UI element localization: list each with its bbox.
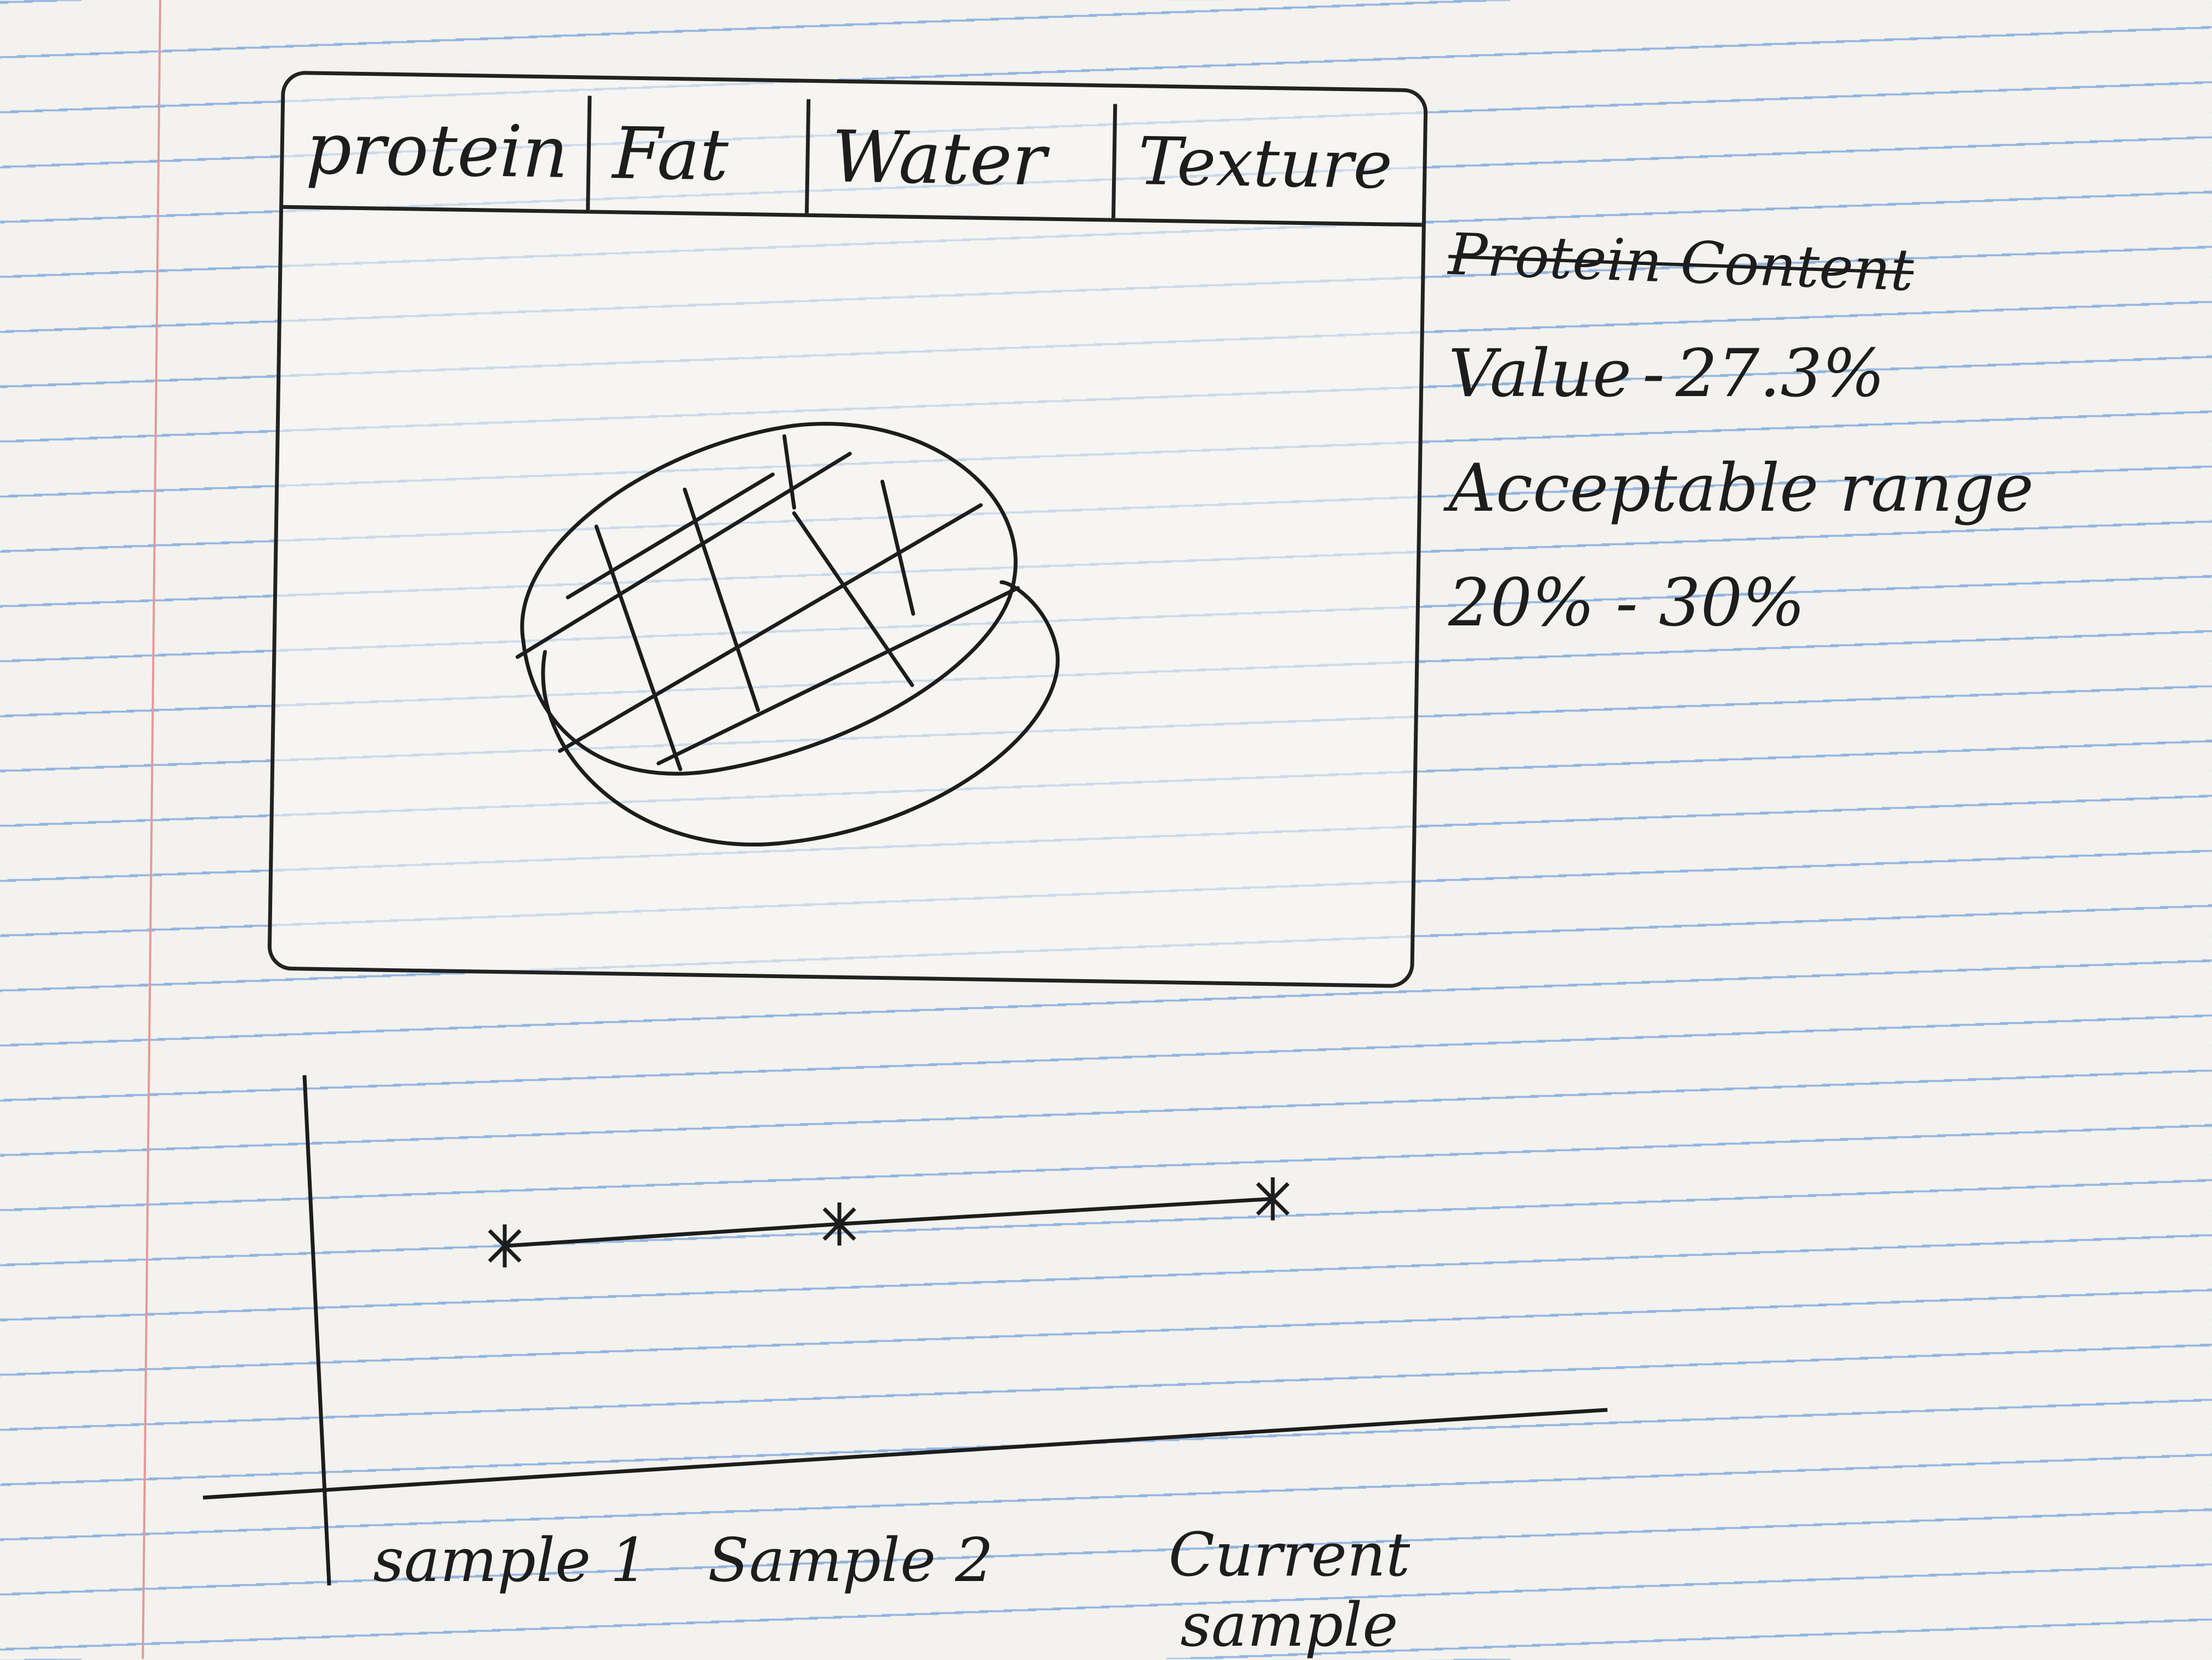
info-value-row: Value -27.3% xyxy=(1448,336,1997,412)
value-separator: - xyxy=(1642,336,1665,412)
app-window: protein Fat Water Texture xyxy=(267,70,1428,989)
value-label: Value xyxy=(1448,336,1632,412)
tab-protein[interactable]: protein xyxy=(283,91,592,210)
data-point-marker xyxy=(1256,1177,1290,1221)
info-title: Protein Content xyxy=(1447,221,1915,304)
tab-texture[interactable]: Texture xyxy=(1137,123,1393,204)
tab-fat[interactable]: Fat xyxy=(590,95,811,213)
x-axis xyxy=(202,1408,1608,1500)
range-value: 20% - 30% xyxy=(1448,565,1805,641)
y-axis xyxy=(302,1075,331,1586)
value-text: 27.3% xyxy=(1675,336,1885,412)
sample-trend-chart: sample 1 Sample 2 Current sample xyxy=(198,1064,1624,1660)
data-point-marker xyxy=(822,1202,856,1246)
sample-image-viewer xyxy=(272,209,1422,967)
meat-sample-image xyxy=(515,422,1060,846)
x-tick-label: Sample 2 xyxy=(708,1525,994,1595)
data-point-marker xyxy=(488,1224,522,1268)
tab-bar: protein Fat Water Texture xyxy=(283,91,1424,227)
series-line xyxy=(504,1196,1273,1248)
x-tick-label: sample 1 xyxy=(373,1525,648,1595)
nutrient-info-panel: Protein Content Value -27.3% Acceptable r… xyxy=(1447,221,2034,680)
notebook-margin-line xyxy=(142,0,161,1659)
tab-water[interactable]: Water xyxy=(809,99,1118,218)
chart-canvas xyxy=(202,1075,1608,1586)
x-tick-label: Current sample xyxy=(1168,1520,1410,1660)
range-label: Acceptable range xyxy=(1448,450,2034,527)
